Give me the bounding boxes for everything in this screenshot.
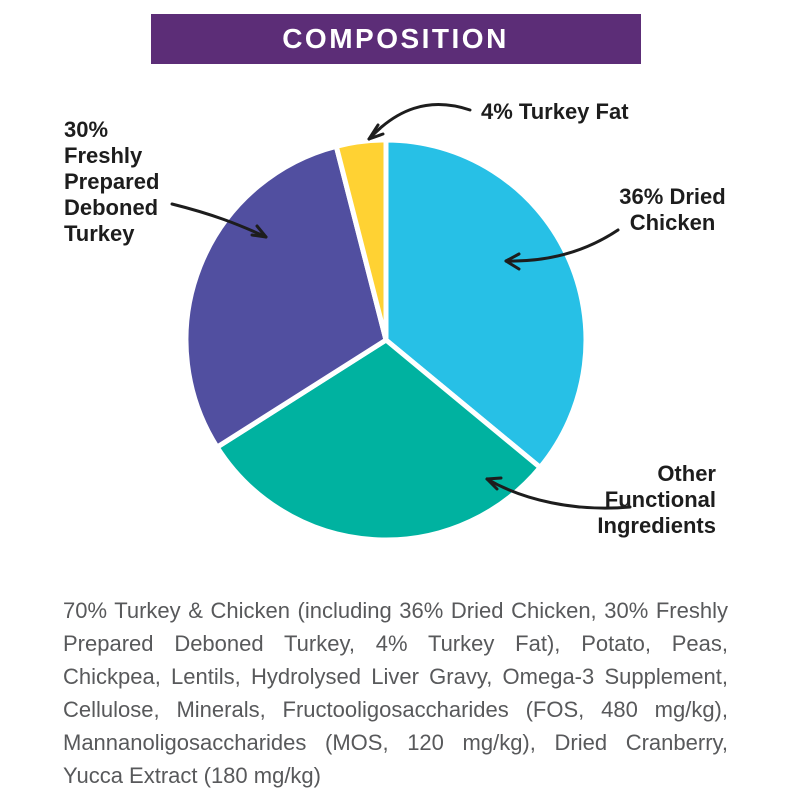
- composition-description: 70% Turkey & Chicken (including 36% Drie…: [63, 598, 728, 788]
- callout-dried-chicken: 36% Dried Chicken: [619, 184, 726, 235]
- banner-title: COMPOSITION: [282, 23, 509, 54]
- pie-chart: [183, 137, 589, 543]
- callout-turkey-fat: 4% Turkey Fat: [481, 99, 629, 124]
- callout-deboned-turkey: 30% Freshly Prepared Deboned Turkey: [64, 117, 160, 246]
- composition-banner: COMPOSITION: [150, 14, 641, 64]
- callout-other-ingredients: Other Functional Ingredients: [597, 461, 716, 538]
